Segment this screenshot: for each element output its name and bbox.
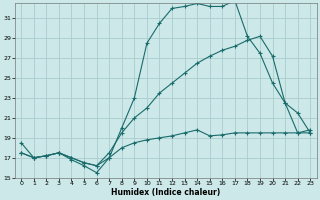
X-axis label: Humidex (Indice chaleur): Humidex (Indice chaleur)	[111, 188, 220, 197]
